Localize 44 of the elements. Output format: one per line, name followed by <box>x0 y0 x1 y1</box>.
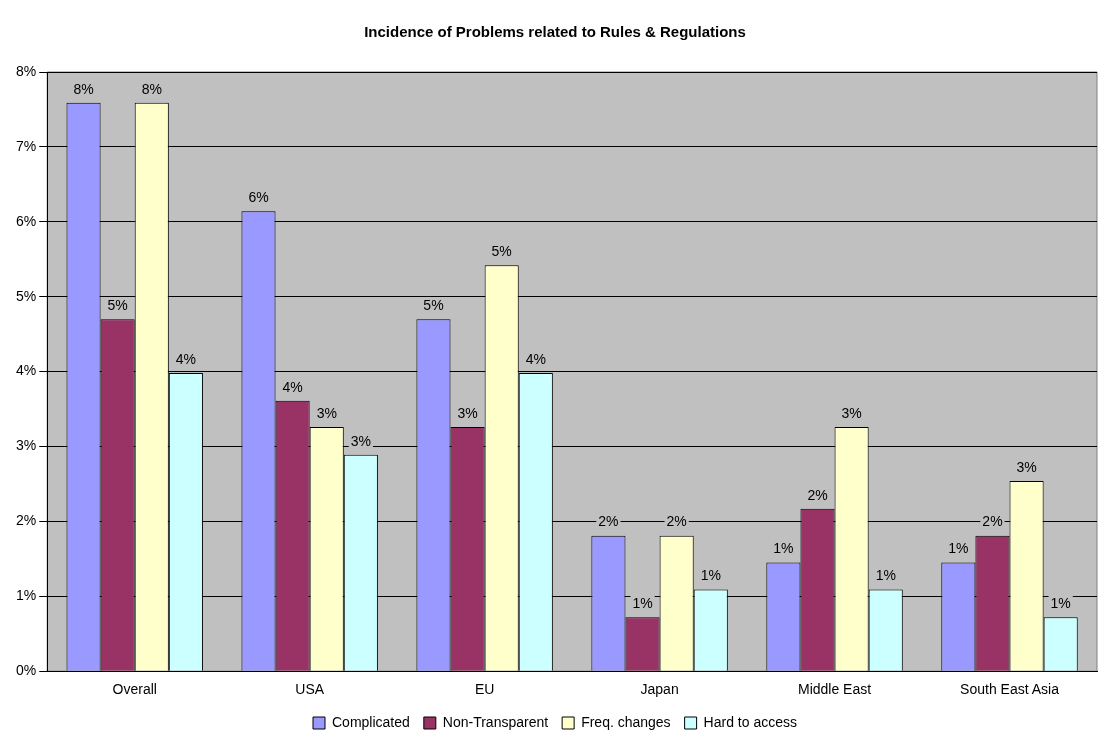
data-label: 1% <box>948 540 969 557</box>
y-tick-label: 0% <box>16 662 37 679</box>
data-label: 1% <box>875 567 896 584</box>
data-label: 2% <box>807 486 828 503</box>
legend-label: Complicated <box>332 713 410 730</box>
data-label: 3% <box>1016 458 1037 475</box>
data-label: 4% <box>282 378 303 395</box>
legend-label: Hard to access <box>703 713 797 730</box>
data-label: 3% <box>841 404 862 421</box>
data-label: 1% <box>632 595 653 612</box>
y-tick-label: 1% <box>16 587 37 604</box>
data-label: 5% <box>423 297 444 314</box>
y-tick-label: 3% <box>16 437 37 454</box>
x-tick-label: Middle East <box>797 681 872 698</box>
chart-title: Incidence of Problems related to Rules & Regulations <box>364 23 746 41</box>
data-label: 2% <box>982 513 1003 530</box>
y-tick-label: 2% <box>16 512 37 529</box>
y-tick-label: 7% <box>16 137 37 154</box>
data-label: 2% <box>598 513 619 530</box>
y-tick-label: 4% <box>16 362 37 379</box>
data-label: 2% <box>666 513 687 530</box>
x-tick-label: Overall <box>112 681 157 698</box>
data-label: 4% <box>525 350 546 367</box>
data-label: 3% <box>350 432 371 449</box>
data-label: 5% <box>107 297 128 314</box>
y-tick-label: 5% <box>16 287 37 304</box>
data-label: 1% <box>773 540 794 557</box>
data-label: 5% <box>491 243 512 260</box>
data-label: 1% <box>700 567 721 584</box>
y-tick-label: 6% <box>16 212 37 229</box>
legend-label: Non-Transparent <box>442 713 549 730</box>
data-label: 1% <box>1050 595 1071 612</box>
data-label: 4% <box>175 350 197 367</box>
x-tick-label: EU <box>474 681 495 698</box>
x-tick-label: South East Asia <box>960 681 1060 698</box>
data-label: 3% <box>316 404 337 421</box>
data-label: 8% <box>73 80 94 97</box>
data-label: 3% <box>457 404 478 421</box>
data-label: 6% <box>248 189 269 206</box>
y-tick-label: 8% <box>16 62 37 79</box>
legend-label: Freq. changes <box>581 713 671 730</box>
x-tick-label: Japan <box>640 681 679 698</box>
x-tick-label: USA <box>295 681 325 698</box>
data-label: 8% <box>141 80 162 97</box>
